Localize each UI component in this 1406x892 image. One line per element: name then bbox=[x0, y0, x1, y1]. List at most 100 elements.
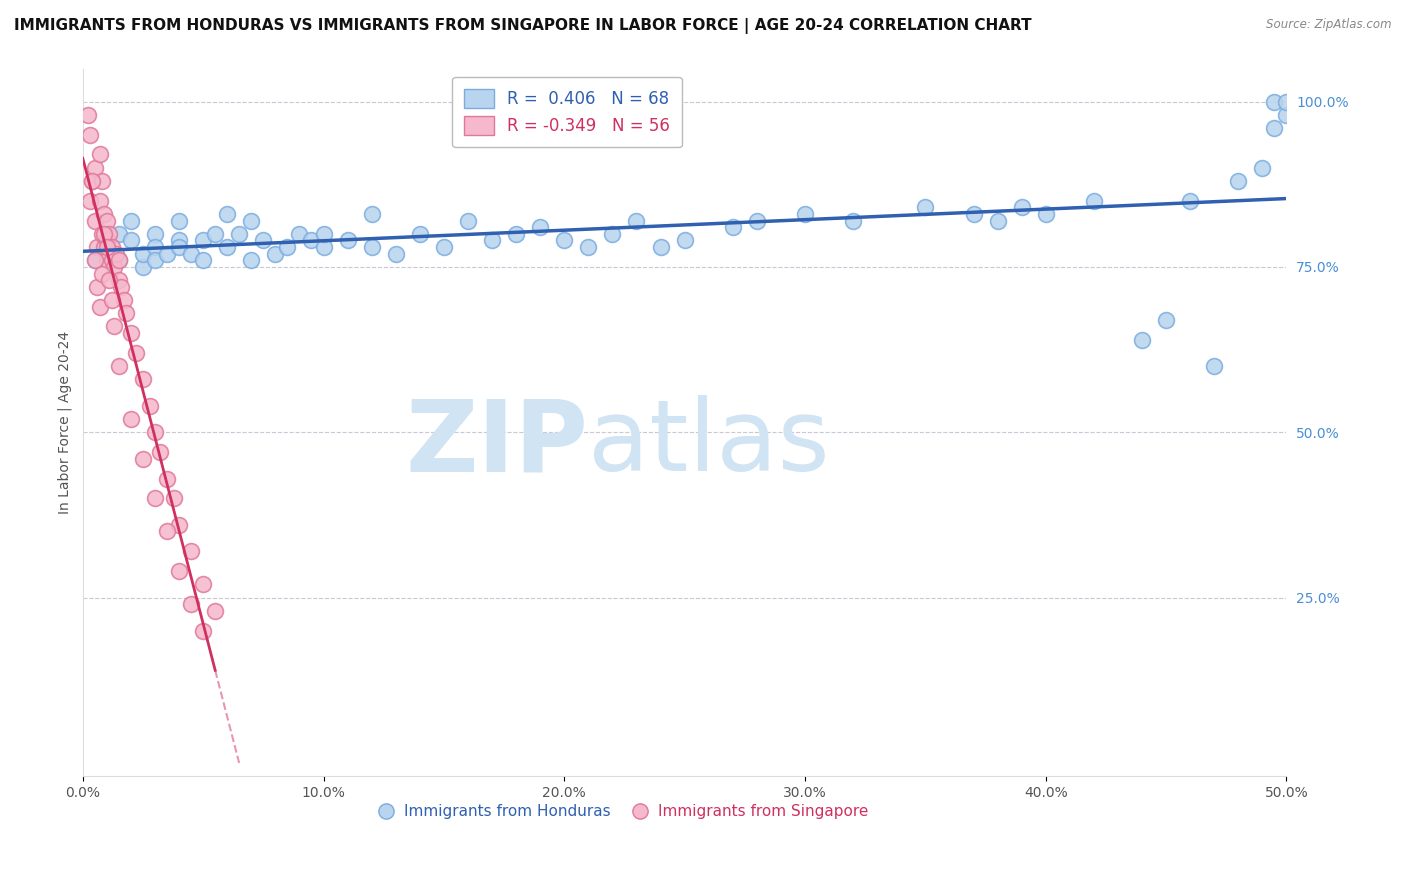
Point bbox=[132, 260, 155, 274]
Point bbox=[360, 207, 382, 221]
Point bbox=[1275, 95, 1298, 109]
Point bbox=[93, 207, 115, 221]
Point bbox=[1035, 207, 1057, 221]
Text: ZIP: ZIP bbox=[405, 395, 588, 492]
Point bbox=[108, 253, 131, 268]
Point bbox=[82, 174, 104, 188]
Point bbox=[167, 564, 190, 578]
Point bbox=[1263, 95, 1285, 109]
Point bbox=[204, 604, 226, 618]
Point bbox=[96, 240, 118, 254]
Point bbox=[626, 213, 648, 227]
Point bbox=[110, 279, 132, 293]
Point bbox=[143, 240, 166, 254]
Legend: Immigrants from Honduras, Immigrants from Singapore: Immigrants from Honduras, Immigrants fro… bbox=[374, 798, 875, 825]
Point bbox=[240, 213, 263, 227]
Point bbox=[79, 194, 101, 208]
Point bbox=[1275, 108, 1298, 122]
Point bbox=[301, 234, 323, 248]
Point bbox=[149, 445, 172, 459]
Point bbox=[167, 234, 190, 248]
Point bbox=[191, 624, 214, 638]
Point bbox=[1083, 194, 1105, 208]
Point bbox=[312, 240, 335, 254]
Point bbox=[384, 246, 406, 260]
Point bbox=[264, 246, 287, 260]
Point bbox=[252, 234, 274, 248]
Point bbox=[108, 227, 131, 241]
Point bbox=[962, 207, 984, 221]
Point bbox=[457, 213, 479, 227]
Point bbox=[89, 194, 111, 208]
Point bbox=[100, 240, 122, 254]
Point bbox=[143, 253, 166, 268]
Point bbox=[86, 279, 108, 293]
Point bbox=[98, 273, 121, 287]
Point bbox=[79, 128, 101, 142]
Point bbox=[191, 253, 214, 268]
Point bbox=[91, 227, 114, 241]
Point bbox=[100, 253, 122, 268]
Point bbox=[191, 234, 214, 248]
Point bbox=[217, 240, 239, 254]
Point bbox=[112, 293, 135, 307]
Point bbox=[98, 227, 121, 241]
Point bbox=[100, 293, 122, 307]
Point bbox=[163, 491, 186, 506]
Point bbox=[228, 227, 250, 241]
Point bbox=[120, 412, 142, 426]
Point bbox=[650, 240, 672, 254]
Point bbox=[1178, 194, 1201, 208]
Point bbox=[673, 234, 696, 248]
Y-axis label: In Labor Force | Age 20-24: In Labor Force | Age 20-24 bbox=[58, 331, 72, 514]
Point bbox=[105, 246, 128, 260]
Point bbox=[288, 227, 311, 241]
Text: IMMIGRANTS FROM HONDURAS VS IMMIGRANTS FROM SINGAPORE IN LABOR FORCE | AGE 20-24: IMMIGRANTS FROM HONDURAS VS IMMIGRANTS F… bbox=[14, 18, 1032, 34]
Point bbox=[1130, 333, 1153, 347]
Point bbox=[108, 359, 131, 373]
Point bbox=[529, 220, 551, 235]
Point bbox=[83, 161, 105, 175]
Point bbox=[103, 319, 125, 334]
Point bbox=[1154, 313, 1177, 327]
Point bbox=[312, 227, 335, 241]
Point bbox=[433, 240, 456, 254]
Point bbox=[180, 246, 202, 260]
Point bbox=[180, 597, 202, 611]
Point bbox=[217, 207, 239, 221]
Point bbox=[745, 213, 768, 227]
Point bbox=[204, 227, 226, 241]
Point bbox=[481, 234, 503, 248]
Point bbox=[132, 372, 155, 386]
Point bbox=[108, 253, 131, 268]
Point bbox=[156, 524, 179, 539]
Point bbox=[83, 213, 105, 227]
Point bbox=[553, 234, 575, 248]
Point bbox=[1263, 121, 1285, 136]
Point bbox=[336, 234, 359, 248]
Point bbox=[1011, 201, 1033, 215]
Point bbox=[76, 108, 98, 122]
Point bbox=[132, 451, 155, 466]
Point bbox=[1227, 174, 1250, 188]
Point bbox=[156, 246, 179, 260]
Point bbox=[505, 227, 527, 241]
Point bbox=[83, 253, 105, 268]
Point bbox=[240, 253, 263, 268]
Point bbox=[180, 544, 202, 558]
Point bbox=[143, 491, 166, 506]
Point bbox=[120, 234, 142, 248]
Point bbox=[89, 147, 111, 161]
Point bbox=[360, 240, 382, 254]
Point bbox=[108, 273, 131, 287]
Point bbox=[82, 174, 104, 188]
Point bbox=[143, 227, 166, 241]
Point bbox=[93, 227, 115, 241]
Text: Source: ZipAtlas.com: Source: ZipAtlas.com bbox=[1267, 18, 1392, 31]
Point bbox=[914, 201, 936, 215]
Point bbox=[83, 253, 105, 268]
Point bbox=[91, 174, 114, 188]
Point bbox=[602, 227, 624, 241]
Point bbox=[96, 246, 118, 260]
Point bbox=[842, 213, 865, 227]
